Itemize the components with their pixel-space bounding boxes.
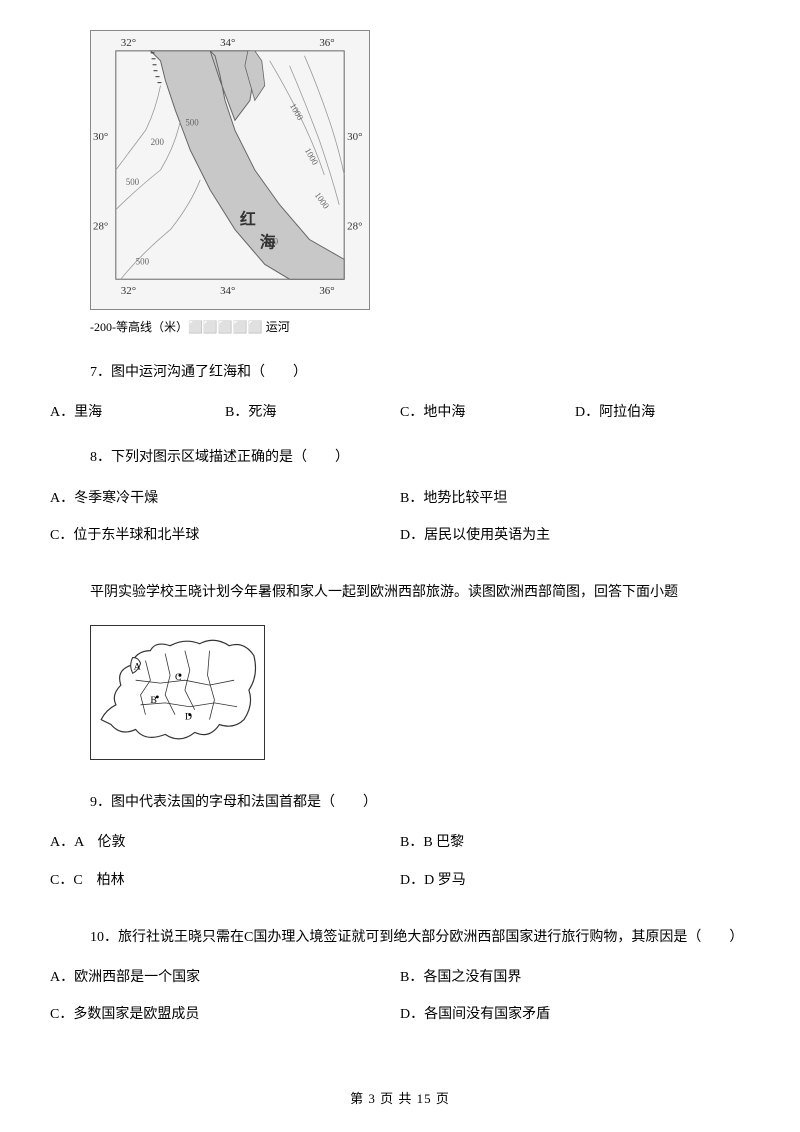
- q9-opt-a: A．A 伦敦: [50, 830, 400, 855]
- svg-text:28°: 28°: [93, 221, 108, 233]
- svg-text:D: D: [185, 712, 192, 723]
- svg-text:36°: 36°: [319, 285, 334, 297]
- q8-options: A．冬季寒冷干燥 B．地势比较平坦 C．位于东半球和北半球 D．居民以使用英语为…: [50, 486, 750, 560]
- svg-text:36°: 36°: [319, 37, 334, 49]
- map-caption: -200-等高线（米）⬜⬜⬜⬜⬜ 运河: [90, 318, 750, 335]
- red-sea-map: 32° 34° 36° 30° 30° 28° 28° 32° 34° 36°: [90, 30, 370, 310]
- svg-text:红: 红: [240, 210, 256, 229]
- svg-text:1000: 1000: [303, 146, 321, 167]
- q9-opt-c: C．C 柏林: [50, 868, 400, 893]
- svg-text:34°: 34°: [220, 285, 235, 297]
- q9-text: 9．图中代表法国的字母和法国首都是（ ）: [90, 790, 750, 815]
- q9-opt-b: B．B 巴黎: [400, 830, 750, 855]
- q8-opt-b: B．地势比较平坦: [400, 486, 750, 511]
- svg-text:30°: 30°: [93, 131, 108, 143]
- svg-text:30°: 30°: [347, 131, 362, 143]
- q7-opt-d: D．阿拉伯海: [575, 400, 750, 425]
- q8-text: 8．下列对图示区域描述正确的是（ ）: [90, 445, 750, 470]
- q7-text: 7．图中运河沟通了红海和（ ）: [90, 360, 750, 385]
- svg-text:C: C: [175, 672, 182, 683]
- question-9: 9．图中代表法国的字母和法国首都是（ ） A．A 伦敦 B．B 巴黎 C．C 柏…: [50, 790, 750, 905]
- q10-opt-d: D．各国间没有国家矛盾: [400, 1002, 750, 1027]
- question-7: 7．图中运河沟通了红海和（ ） A．里海 B．死海 C．地中海 D．阿拉伯海: [50, 360, 750, 425]
- context-text: 平阴实验学校王晓计划今年暑假和家人一起到欧洲西部旅游。读图欧洲西部简图，回答下面…: [90, 580, 750, 605]
- q10-options: A．欧洲西部是一个国家 B．各国之没有国界 C．多数国家是欧盟成员 D．各国间没…: [50, 965, 750, 1039]
- svg-text:1000: 1000: [288, 101, 306, 122]
- svg-text:32°: 32°: [121, 285, 136, 297]
- svg-text:A: A: [134, 661, 142, 672]
- q10-text: 10．旅行社说王晓只需在C国办理入境签证就可到绝大部分欧洲西部国家进行旅行购物，…: [90, 925, 750, 950]
- q10-opt-b: B．各国之没有国界: [400, 965, 750, 990]
- q8-opt-c: C．位于东半球和北半球: [50, 523, 400, 548]
- europe-map: A B C D: [90, 625, 265, 760]
- question-10: 10．旅行社说王晓只需在C国办理入境签证就可到绝大部分欧洲西部国家进行旅行购物，…: [50, 925, 750, 1040]
- q8-opt-d: D．居民以使用英语为主: [400, 523, 750, 548]
- svg-text:500: 500: [126, 177, 140, 187]
- svg-text:500: 500: [185, 117, 199, 127]
- svg-text:28°: 28°: [347, 221, 362, 233]
- q7-opt-c: C．地中海: [400, 400, 575, 425]
- q8-opt-a: A．冬季寒冷干燥: [50, 486, 400, 511]
- svg-text:34°: 34°: [220, 37, 235, 49]
- q7-options: A．里海 B．死海 C．地中海 D．阿拉伯海: [50, 400, 750, 425]
- q9-opt-d: D．D 罗马: [400, 868, 750, 893]
- svg-text:海: 海: [260, 232, 276, 251]
- q10-opt-c: C．多数国家是欧盟成员: [50, 1002, 400, 1027]
- q7-opt-b: B．死海: [225, 400, 400, 425]
- svg-text:200: 200: [151, 137, 165, 147]
- q7-opt-a: A．里海: [50, 400, 225, 425]
- page-footer: 第 3 页 共 15 页: [0, 1088, 800, 1107]
- svg-text:1000: 1000: [313, 190, 332, 211]
- q9-options: A．A 伦敦 B．B 巴黎 C．C 柏林 D．D 罗马: [50, 830, 750, 904]
- q10-opt-a: A．欧洲西部是一个国家: [50, 965, 400, 990]
- question-8: 8．下列对图示区域描述正确的是（ ） A．冬季寒冷干燥 B．地势比较平坦 C．位…: [50, 445, 750, 560]
- svg-text:500: 500: [136, 256, 150, 266]
- deg-label: 32°: [121, 37, 136, 49]
